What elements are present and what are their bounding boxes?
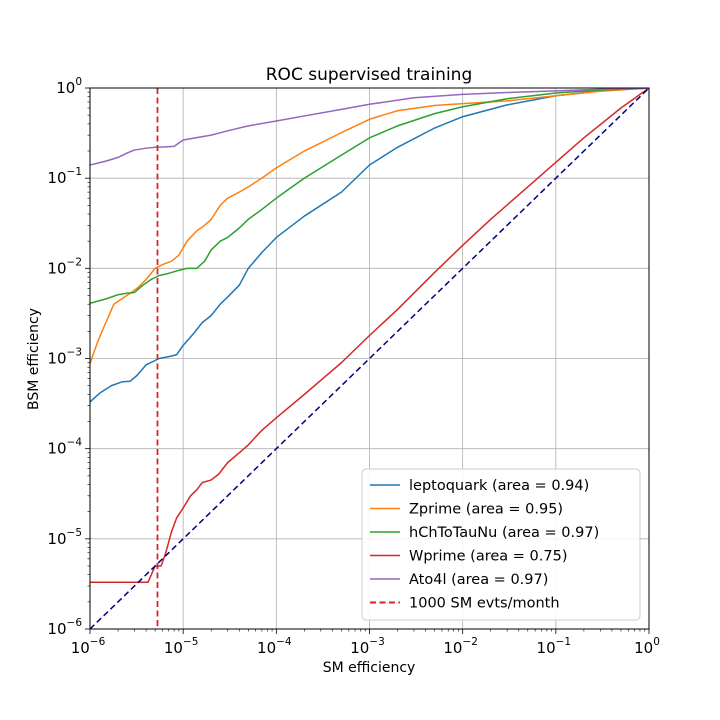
y-tick-label: 10−2 (47, 256, 82, 277)
legend-label: hChToTauNu (area = 0.97) (409, 525, 599, 541)
y-tick-label: 100 (56, 76, 82, 97)
y-axis-label: BSM efficiency (26, 308, 42, 410)
legend-label: Zprime (area = 0.95) (409, 502, 563, 518)
y-tick-label: 10−6 (47, 617, 82, 638)
legend-label: Ato4l (area = 0.97) (409, 572, 548, 588)
y-tick-label: 10−5 (47, 527, 82, 548)
x-tick-label: 100 (634, 636, 660, 657)
ticks: 10−6 10−5 10−4 10−3 10−2 10−1 100 10−6 10−5 10−4 1… (47, 76, 659, 657)
series-line-0 (90, 88, 649, 403)
legend: leptoquark (area = 0.94) Zprime (area = 0… (361, 468, 641, 621)
legend-box (361, 468, 641, 621)
diagonal-reference-line (90, 88, 649, 629)
y-tick-label: 10−4 (47, 437, 82, 458)
series-line-2 (90, 88, 649, 304)
y-tick-label: 10−1 (47, 166, 82, 187)
series-line-3 (90, 88, 649, 583)
x-tick-label: 10−6 (71, 636, 106, 657)
chart-title: ROC supervised training (266, 65, 473, 85)
series-line-1 (90, 88, 649, 364)
legend-label: 1000 SM evts/month (409, 596, 560, 612)
series-layer (90, 88, 649, 629)
x-axis-label: SM efficiency (323, 660, 416, 676)
legend-label: Wprime (area = 0.75) (409, 549, 568, 565)
legend-label: leptoquark (area = 0.94) (409, 478, 589, 494)
x-tick-label: 10−4 (257, 636, 292, 657)
x-tick-label: 10−1 (537, 636, 572, 657)
y-tick-label: 10−3 (47, 347, 82, 368)
x-tick-label: 10−5 (164, 636, 199, 657)
x-tick-label: 10−2 (443, 636, 478, 657)
x-tick-label: 10−3 (350, 636, 385, 657)
series-line-4 (90, 88, 649, 166)
